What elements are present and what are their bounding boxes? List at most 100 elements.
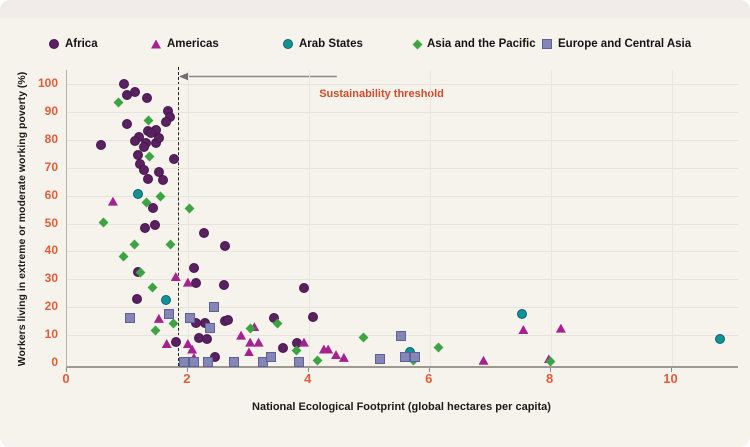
- marker-africa: [147, 203, 158, 214]
- x-tick-mark: [428, 368, 430, 372]
- gridline-horizontal: [67, 111, 738, 113]
- legend-item-asia-and-the-pacific: Asia and the Pacific: [412, 37, 536, 51]
- legend-circle-icon: [49, 39, 59, 49]
- marker-europe-and-central-asia: [204, 323, 215, 334]
- marker-europe-and-central-asia: [178, 356, 189, 367]
- marker-africa: [222, 314, 233, 325]
- marker-americas: [153, 313, 164, 323]
- gridline-horizontal: [67, 279, 738, 281]
- y-tick-label: 0: [51, 355, 58, 369]
- marker-asia-and-the-pacific: [143, 115, 154, 126]
- marker-asia-and-the-pacific: [113, 97, 124, 108]
- gridline-vertical: [187, 70, 189, 366]
- legend-square-icon: [542, 39, 552, 49]
- gridline-horizontal: [67, 84, 738, 85]
- marker-europe-and-central-asia: [228, 356, 239, 367]
- marker-europe-and-central-asia: [188, 356, 199, 367]
- y-tick-label: 80: [44, 131, 58, 146]
- marker-americas: [170, 272, 181, 281]
- marker-africa: [277, 342, 288, 353]
- marker-europe-and-central-asia: [184, 313, 195, 324]
- marker-africa: [190, 278, 201, 289]
- marker-asia-and-the-pacific: [545, 356, 556, 367]
- x-tick-mark: [549, 368, 551, 372]
- marker-africa: [132, 293, 143, 304]
- marker-africa: [188, 263, 199, 274]
- y-tick-label: 40: [44, 243, 58, 258]
- y-tick-label: 60: [44, 187, 58, 202]
- gridline-horizontal: [67, 223, 738, 225]
- marker-americas: [338, 352, 349, 362]
- marker-africa: [170, 337, 181, 348]
- threshold-annotation-label: Sustainability threshold: [319, 88, 444, 100]
- marker-africa: [149, 219, 160, 230]
- marker-americas: [298, 337, 309, 347]
- gridline-horizontal: [67, 251, 738, 253]
- gridline-horizontal: [67, 167, 738, 169]
- marker-africa: [298, 282, 309, 293]
- marker-africa: [130, 87, 141, 98]
- x-tick-label: 4: [304, 371, 312, 386]
- x-tick-label: 6: [425, 371, 433, 386]
- marker-asia-and-the-pacific: [433, 342, 444, 353]
- x-tick-label: 8: [545, 371, 554, 386]
- y-tick-label: 90: [44, 103, 58, 118]
- marker-africa: [138, 141, 149, 152]
- marker-americas: [318, 344, 329, 354]
- card-top-band: [0, 0, 750, 18]
- gridline-vertical: [308, 70, 310, 366]
- gridline-vertical: [429, 70, 431, 366]
- marker-americas: [245, 337, 256, 347]
- marker-asia-and-the-pacific: [155, 192, 166, 202]
- legend-diamond-icon: [412, 39, 423, 49]
- legend-triangle-icon: [151, 39, 161, 49]
- marker-asia-and-the-pacific: [129, 239, 140, 250]
- y-tick-label: 50: [44, 215, 58, 230]
- marker-americas: [236, 330, 247, 340]
- legend-item-africa: Africa: [49, 37, 98, 51]
- marker-americas: [182, 277, 193, 287]
- marker-asia-and-the-pacific: [184, 203, 195, 214]
- marker-africa: [199, 228, 210, 239]
- marker-africa: [129, 136, 140, 147]
- y-tick-label: 70: [44, 159, 58, 174]
- plot-area: Sustainability threshold: [66, 67, 738, 368]
- threshold-arrow-icon: [179, 72, 337, 81]
- marker-africa: [143, 173, 153, 184]
- marker-asia-and-the-pacific: [166, 239, 176, 250]
- marker-americas: [107, 196, 118, 206]
- marker-europe-and-central-asia: [265, 352, 276, 363]
- legend-label: Africa: [65, 38, 98, 50]
- marker-africa: [201, 334, 212, 345]
- legend-label: Europe and Central Asia: [558, 38, 692, 50]
- marker-americas: [161, 338, 172, 348]
- x-tick-mark: [307, 368, 309, 372]
- gridline-horizontal: [67, 195, 738, 197]
- marker-europe-and-central-asia: [395, 331, 406, 342]
- legend-item-europe-and-central-asia: Europe and Central Asia: [542, 37, 691, 51]
- sustainability-threshold-line: [178, 67, 180, 366]
- x-tick-mark: [670, 368, 672, 372]
- marker-arab-states: [133, 189, 144, 200]
- legend-item-arab-states: Arab States: [283, 37, 363, 51]
- marker-europe-and-central-asia: [208, 302, 219, 313]
- gridline-horizontal: [67, 139, 738, 141]
- marker-arab-states: [714, 334, 725, 345]
- marker-africa: [142, 92, 153, 103]
- marker-arab-states: [516, 309, 527, 320]
- x-tick-label: 10: [663, 371, 678, 386]
- legend-label: Arab States: [299, 38, 363, 50]
- marker-arab-states: [161, 295, 172, 306]
- marker-europe-and-central-asia: [164, 309, 175, 320]
- legend-label: Asia and the Pacific: [427, 38, 536, 50]
- x-tick-label: 2: [183, 371, 191, 386]
- legend-item-americas: Americas: [151, 37, 219, 51]
- y-tick-label: 30: [44, 271, 58, 286]
- marker-africa: [219, 240, 230, 251]
- legend-label: Americas: [167, 38, 219, 50]
- marker-africa: [161, 116, 172, 127]
- gridline-vertical: [671, 70, 673, 366]
- x-tick-mark: [66, 368, 67, 372]
- legend-circle-icon: [283, 39, 293, 49]
